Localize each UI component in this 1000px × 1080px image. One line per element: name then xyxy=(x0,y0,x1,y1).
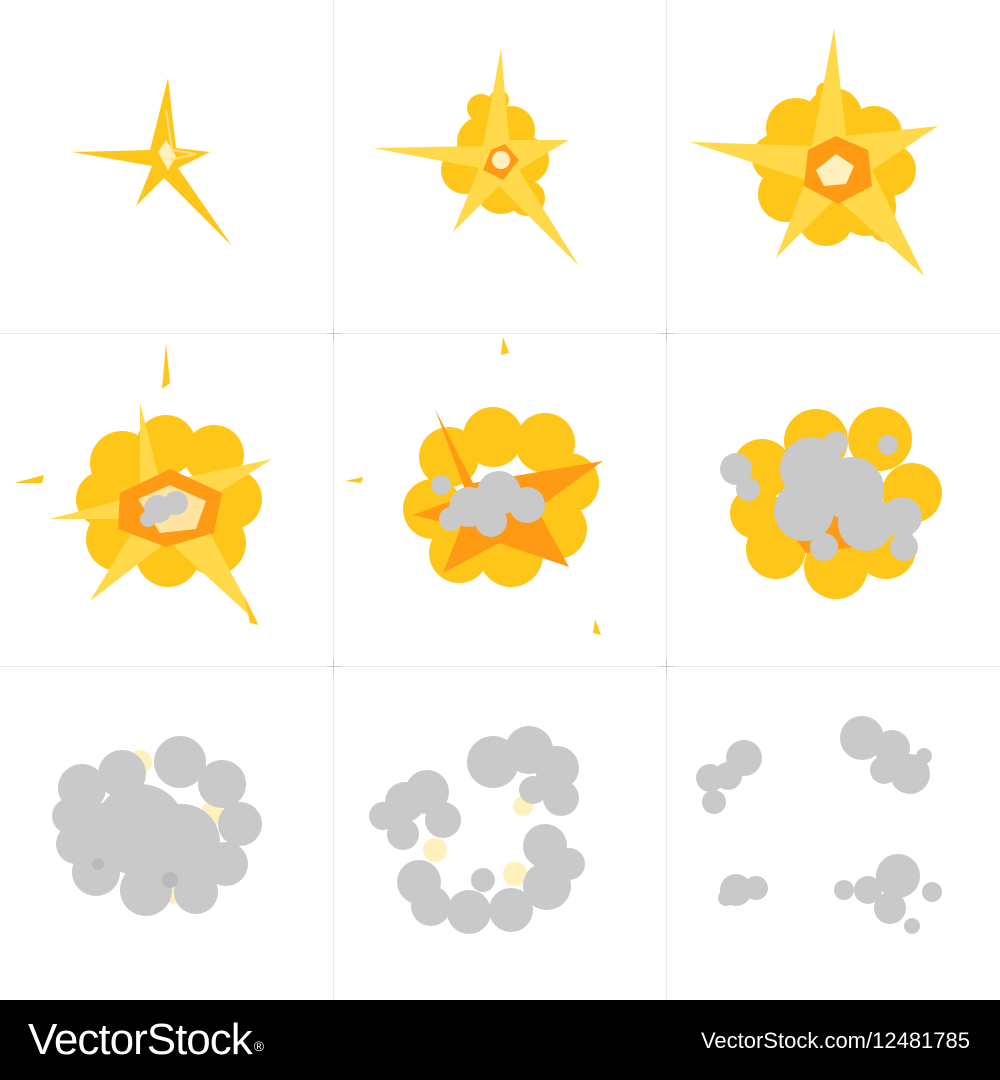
frame-5-fireball-smoke xyxy=(333,333,666,666)
crosshair-mark-3 xyxy=(327,660,341,674)
spark-icon xyxy=(72,78,232,246)
explosion-ignition-icon xyxy=(373,48,579,266)
vectorstock-logo: VectorStock ® xyxy=(28,1014,264,1066)
fireball-icon xyxy=(14,343,272,625)
sprite-sheet xyxy=(0,0,1000,1000)
smoke-ring-icon xyxy=(369,726,585,934)
smoke-dissipate-icon xyxy=(696,716,942,934)
crosshair-mark-1 xyxy=(327,327,341,341)
registered-mark: ® xyxy=(253,1038,264,1054)
frame-4-fireball xyxy=(0,333,333,666)
crosshair-mark-4 xyxy=(660,660,674,674)
smoke-over-fire-icon xyxy=(720,407,942,599)
frame-6-smoke-over-fire xyxy=(666,333,999,666)
frame-3-blast xyxy=(666,0,999,333)
image-id-caption: VectorStock.com/12481785 xyxy=(700,1028,970,1053)
grid-line-vertical-2 xyxy=(666,0,667,1000)
grid-line-horizontal-2 xyxy=(0,666,1000,667)
grid-line-vertical-1 xyxy=(333,0,334,1000)
frame-9-smoke-dissipate xyxy=(666,666,999,999)
watermark-footer: VectorStock ® VectorStock.com/12481785 xyxy=(0,1000,1000,1080)
crosshair-mark-2 xyxy=(660,327,674,341)
explosion-blast-icon xyxy=(690,28,938,276)
grid-line-horizontal-1 xyxy=(0,333,1000,334)
fireball-smoke-icon xyxy=(345,337,603,635)
frame-7-smoke-cloud xyxy=(0,666,333,999)
frame-2-ignition xyxy=(333,0,666,333)
frame-1-spark xyxy=(0,0,333,333)
brand-name: VectorStock xyxy=(28,1015,253,1064)
frame-8-smoke-ring xyxy=(333,666,666,999)
smoke-cloud-icon xyxy=(52,736,262,916)
